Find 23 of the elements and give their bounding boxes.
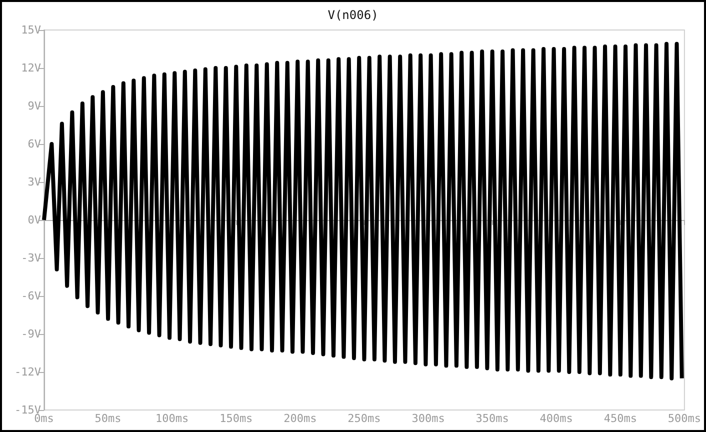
y-tick-label: -12V: [14, 366, 42, 378]
y-tick-label: -9V: [21, 328, 42, 340]
x-tick-label: 250ms: [348, 412, 381, 425]
y-tick-label: 6V: [28, 138, 42, 150]
x-tick-label: 450ms: [604, 412, 637, 425]
x-tick-label: 50ms: [94, 412, 122, 425]
y-tick-label: -3V: [21, 252, 42, 264]
y-tick-label: 3V: [28, 176, 42, 188]
line-series: [42, 42, 684, 380]
x-tick-label: 150ms: [220, 412, 253, 425]
x-tick-label: 500ms: [668, 412, 702, 425]
chart-title: V(n006): [328, 8, 378, 22]
x-tick-label: 200ms: [284, 412, 317, 425]
x-tick-label: 300ms: [412, 412, 445, 425]
y-tick-label: 0V: [28, 214, 42, 226]
x-tick-label: 100ms: [156, 412, 189, 425]
x-tick-label: 350ms: [476, 412, 509, 425]
y-tick-label: 9V: [28, 100, 42, 112]
y-tick-label: 15V: [21, 24, 42, 36]
y-tick-label: -6V: [21, 290, 42, 302]
x-tick-label: 400ms: [540, 412, 573, 425]
x-tick-label: 0ms: [34, 412, 54, 425]
y-tick-label: 12V: [21, 62, 42, 74]
